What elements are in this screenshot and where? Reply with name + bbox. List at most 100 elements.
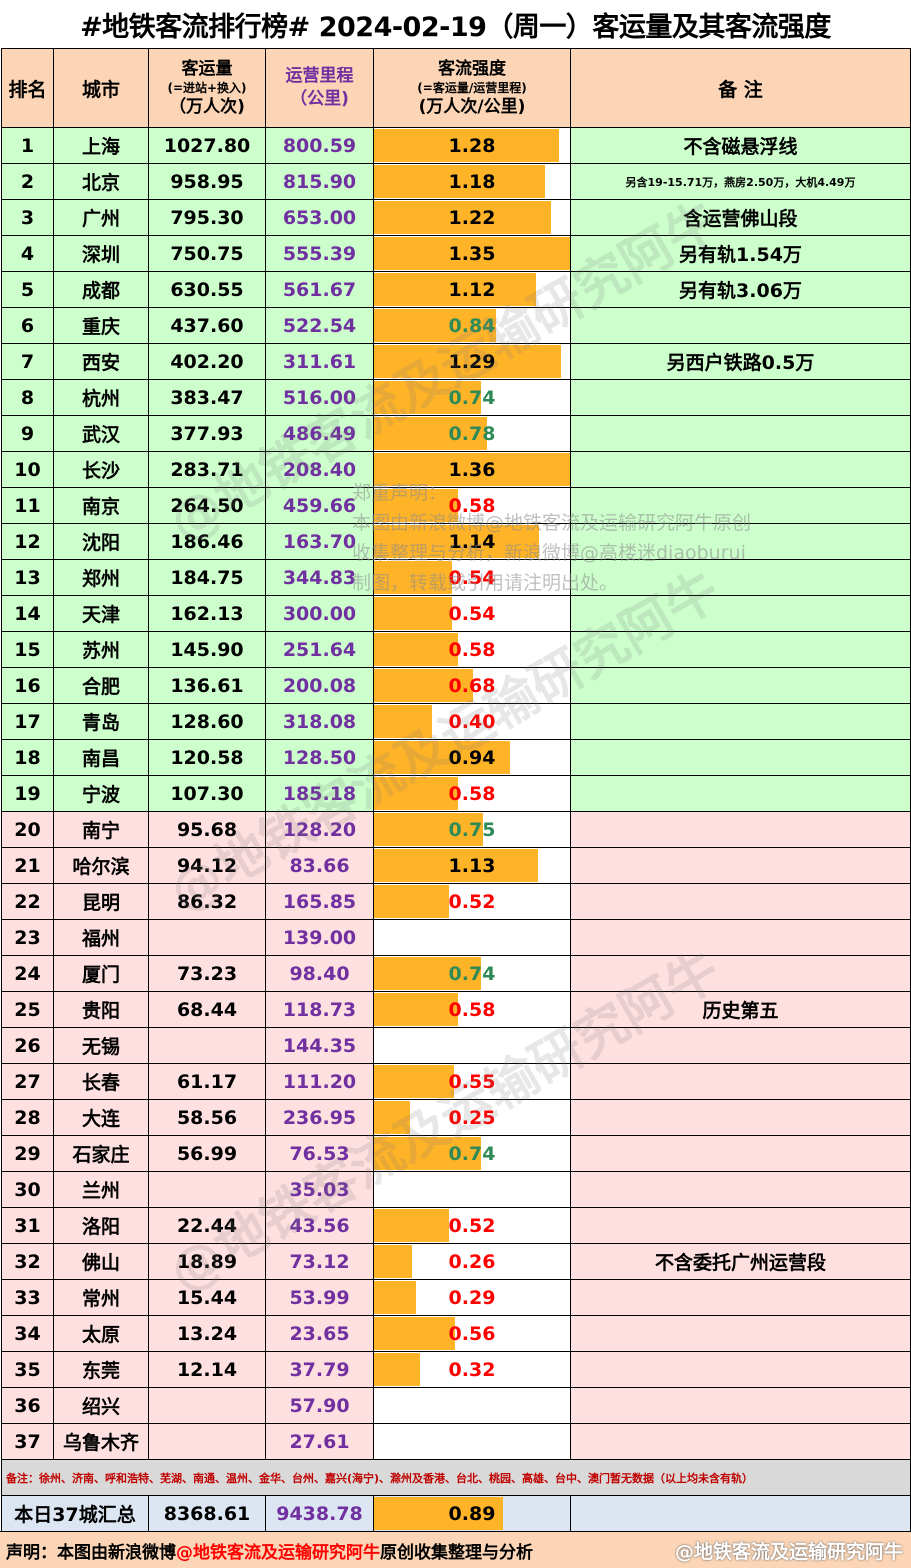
rank-cell: 19 [1, 775, 54, 812]
intensity-value: 0.55 [448, 1070, 496, 1093]
volume-cell: 283.71 [148, 451, 266, 488]
note-cell [570, 487, 911, 524]
mileage-cell: 516.00 [265, 379, 374, 416]
rank-cell: 18 [1, 739, 54, 776]
rank-cell: 10 [1, 451, 54, 488]
intensity-value: 0.58 [448, 638, 496, 661]
total-intensity-cell: 0.89 [373, 1495, 571, 1532]
intensity-cell: 1.22 [373, 199, 571, 236]
intensity-cell [373, 1423, 571, 1460]
mileage-cell: 555.39 [265, 235, 374, 272]
city-cell: 昆明 [53, 883, 149, 920]
table-row: 29 石家庄 56.99 76.53 0.74 [1, 1135, 911, 1172]
header-mileage-title: 运营里程 [285, 66, 354, 86]
intensity-cell: 0.29 [373, 1279, 571, 1316]
mileage-cell: 236.95 [265, 1099, 374, 1136]
city-cell: 兰州 [53, 1171, 149, 1208]
volume-cell: 107.30 [148, 775, 266, 812]
table-row: 21 哈尔滨 94.12 83.66 1.13 [1, 847, 911, 884]
volume-cell: 186.46 [148, 523, 266, 560]
intensity-value: 0.84 [448, 314, 496, 337]
intensity-bar [374, 381, 481, 414]
volume-cell: 22.44 [148, 1207, 266, 1244]
city-cell: 沈阳 [53, 523, 149, 560]
note-cell [570, 919, 911, 956]
table-row: 4 深圳 750.75 555.39 1.35 另有轨1.54万 [1, 235, 911, 272]
city-cell: 宁波 [53, 775, 149, 812]
rank-cell: 13 [1, 559, 54, 596]
intensity-cell: 0.74 [373, 379, 571, 416]
intensity-value: 1.28 [448, 134, 496, 157]
intensity-value: 0.94 [448, 746, 496, 769]
note-cell: 不含委托广州运营段 [570, 1243, 911, 1280]
city-cell: 合肥 [53, 667, 149, 704]
intensity-cell: 0.40 [373, 703, 571, 740]
rank-cell: 28 [1, 1099, 54, 1136]
bottom-author-link[interactable]: @地铁客流及运输研究阿牛 [176, 1542, 380, 1563]
intensity-cell [373, 1171, 571, 1208]
intensity-value: 1.12 [448, 278, 496, 301]
note-cell [570, 811, 911, 848]
volume-cell: 630.55 [148, 271, 266, 308]
intensity-cell: 0.78 [373, 415, 571, 452]
table-row: 11 南京 264.50 459.66 0.58 [1, 487, 911, 524]
intensity-value: 0.74 [448, 962, 496, 985]
volume-cell: 12.14 [148, 1351, 266, 1388]
rank-cell: 26 [1, 1027, 54, 1064]
volume-cell: 1027.80 [148, 127, 266, 164]
intensity-bar [374, 633, 458, 666]
intensity-bar [374, 1281, 416, 1314]
mileage-cell: 318.08 [265, 703, 374, 740]
city-cell: 贵阳 [53, 991, 149, 1028]
volume-cell [148, 919, 266, 956]
header-mileage-unit: （公里) [290, 89, 349, 109]
city-cell: 上海 [53, 127, 149, 164]
city-cell: 南京 [53, 487, 149, 524]
rank-cell: 12 [1, 523, 54, 560]
intensity-value: 0.26 [448, 1250, 496, 1273]
intensity-bar [374, 561, 452, 594]
note-cell [570, 667, 911, 704]
note-cell: 历史第五 [570, 991, 911, 1028]
header-city: 城市 [53, 48, 149, 128]
total-volume: 8368.61 [148, 1495, 266, 1532]
intensity-cell: 1.29 [373, 343, 571, 380]
note-cell: 另西户铁路0.5万 [570, 343, 911, 380]
city-cell: 乌鲁木齐 [53, 1423, 149, 1460]
total-label: 本日37城汇总 [1, 1495, 149, 1532]
table-row: 28 大连 58.56 236.95 0.25 [1, 1099, 911, 1136]
page-title: #地铁客流排行榜# 2024-02-19（周一）客运量及其客流强度 [80, 11, 831, 43]
intensity-bar [374, 957, 481, 990]
mileage-cell: 200.08 [265, 667, 374, 704]
note-cell: 不含磁悬浮线 [570, 127, 911, 164]
city-cell: 常州 [53, 1279, 149, 1316]
intensity-bar [374, 849, 538, 882]
city-cell: 哈尔滨 [53, 847, 149, 884]
mileage-cell: 165.85 [265, 883, 374, 920]
volume-cell: 145.90 [148, 631, 266, 668]
table-row: 18 南昌 120.58 128.50 0.94 [1, 739, 911, 776]
table-row: 9 武汉 377.93 486.49 0.78 [1, 415, 911, 452]
mileage-cell: 522.54 [265, 307, 374, 344]
rank-cell: 29 [1, 1135, 54, 1172]
intensity-bar [374, 237, 570, 270]
note-cell [570, 1171, 911, 1208]
table-row: 16 合肥 136.61 200.08 0.68 [1, 667, 911, 704]
volume-cell: 86.32 [148, 883, 266, 920]
city-cell: 洛阳 [53, 1207, 149, 1244]
mileage-cell: 144.35 [265, 1027, 374, 1064]
intensity-cell [373, 919, 571, 956]
rank-cell: 8 [1, 379, 54, 416]
volume-cell: 795.30 [148, 199, 266, 236]
volume-cell: 264.50 [148, 487, 266, 524]
table-row: 31 洛阳 22.44 43.56 0.52 [1, 1207, 911, 1244]
intensity-cell: 0.55 [373, 1063, 571, 1100]
mileage-cell: 459.66 [265, 487, 374, 524]
header-row: 排名 城市 客运量 (=进站+换入) （万人次) 运营里程 （公里) 客流强度 … [1, 48, 911, 128]
volume-cell: 13.24 [148, 1315, 266, 1352]
volume-cell: 750.75 [148, 235, 266, 272]
table-row: 5 成都 630.55 561.67 1.12 另有轨3.06万 [1, 271, 911, 308]
table-row: 23 福州 139.00 [1, 919, 911, 956]
intensity-bar [374, 885, 449, 918]
city-cell: 北京 [53, 163, 149, 200]
